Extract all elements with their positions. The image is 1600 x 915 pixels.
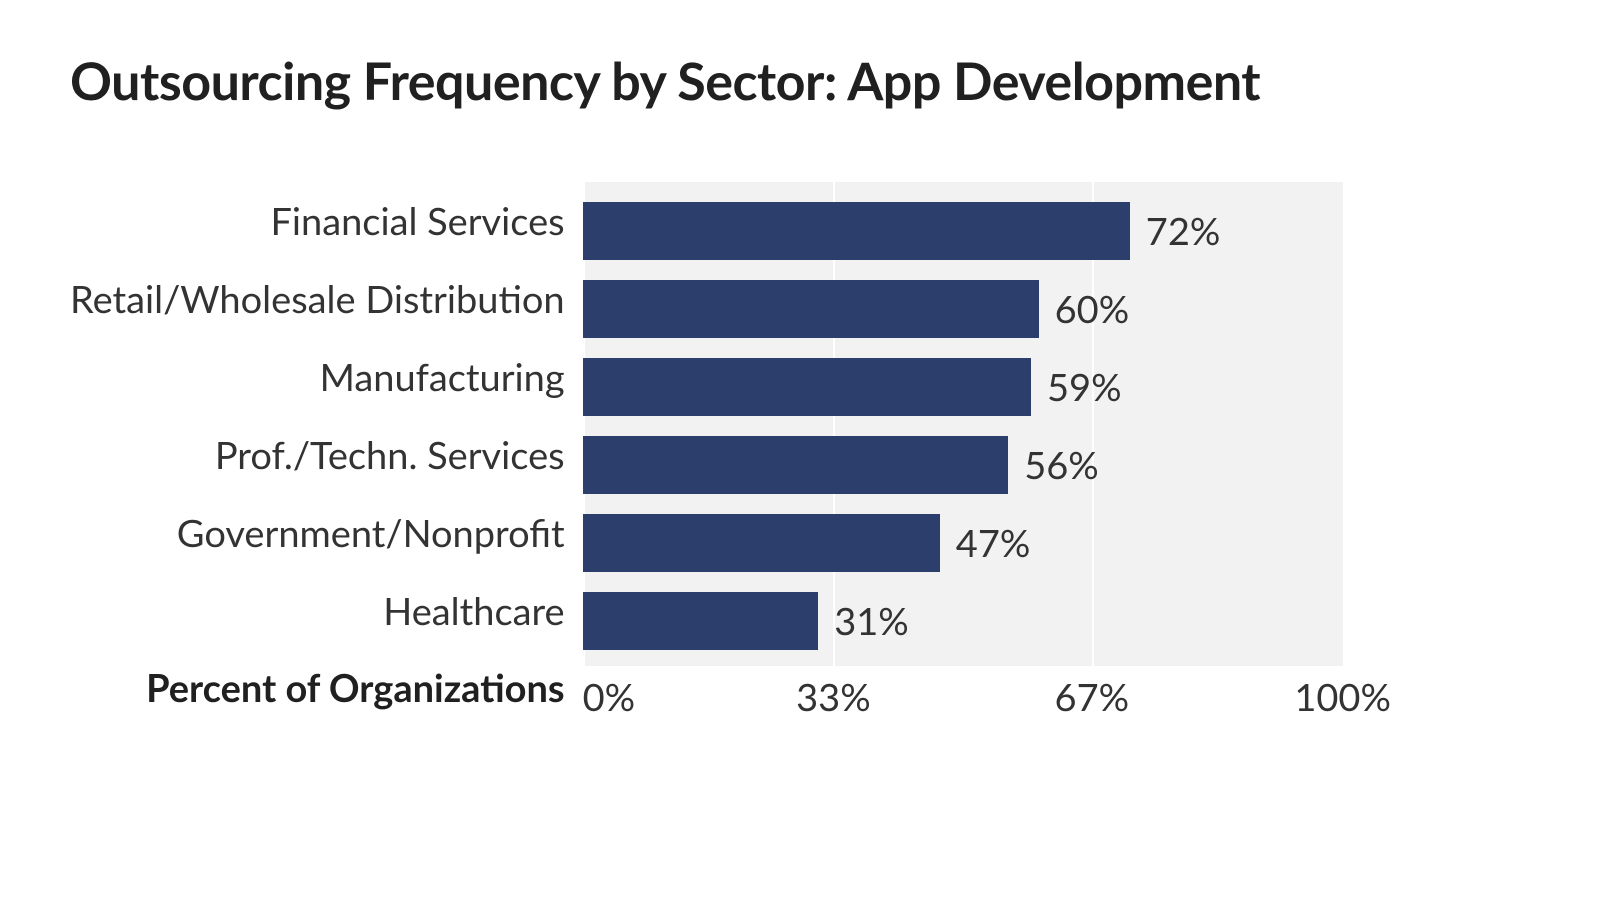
- bar-row: 47%: [583, 504, 1343, 582]
- x-tick: 33%: [796, 674, 871, 720]
- bar-value: 31%: [834, 598, 909, 644]
- chart-container: Outsourcing Frequency by Sector: App Dev…: [0, 0, 1600, 734]
- bar-value: 56%: [1024, 442, 1099, 488]
- bar-value: 47%: [956, 520, 1031, 566]
- plot-area: 72% 60% 59% 56%: [583, 182, 1343, 666]
- gridline: [1343, 182, 1345, 666]
- x-axis-title: Percent of Organizations: [146, 658, 565, 718]
- bar-row: 56%: [583, 426, 1343, 504]
- x-tick: 67%: [1055, 674, 1130, 720]
- x-axis: 0% 33% 67% 100%: [583, 674, 1343, 734]
- bar-label: Manufacturing: [320, 338, 565, 416]
- bar-label: Retail/Wholesale Distribution: [70, 260, 565, 338]
- bar-label: Financial Services: [270, 182, 564, 260]
- x-tick: 0%: [583, 674, 636, 720]
- bar-value: 72%: [1146, 208, 1221, 254]
- bar-value: 60%: [1055, 286, 1130, 332]
- plot-column: 72% 60% 59% 56%: [583, 182, 1343, 734]
- bar-label: Government/Nonprofit: [177, 494, 565, 572]
- bar-label: Healthcare: [383, 572, 564, 650]
- bar-row: 72%: [583, 192, 1343, 270]
- bar-label: Prof./Techn. Services: [215, 416, 565, 494]
- bar-row: 31%: [583, 582, 1343, 660]
- bar: 31%: [583, 592, 819, 650]
- bar: 72%: [583, 202, 1130, 260]
- bar-row: 60%: [583, 270, 1343, 348]
- bar: 56%: [583, 436, 1009, 494]
- bar: 59%: [583, 358, 1031, 416]
- bar-value: 59%: [1047, 364, 1122, 410]
- chart-body: Financial Services Retail/Wholesale Dist…: [70, 182, 1530, 734]
- bar-row: 59%: [583, 348, 1343, 426]
- bar: 60%: [583, 280, 1039, 338]
- y-axis-labels: Financial Services Retail/Wholesale Dist…: [70, 182, 583, 734]
- x-tick: 100%: [1294, 674, 1391, 720]
- bar: 47%: [583, 514, 940, 572]
- chart-title: Outsourcing Frequency by Sector: App Dev…: [70, 50, 1530, 112]
